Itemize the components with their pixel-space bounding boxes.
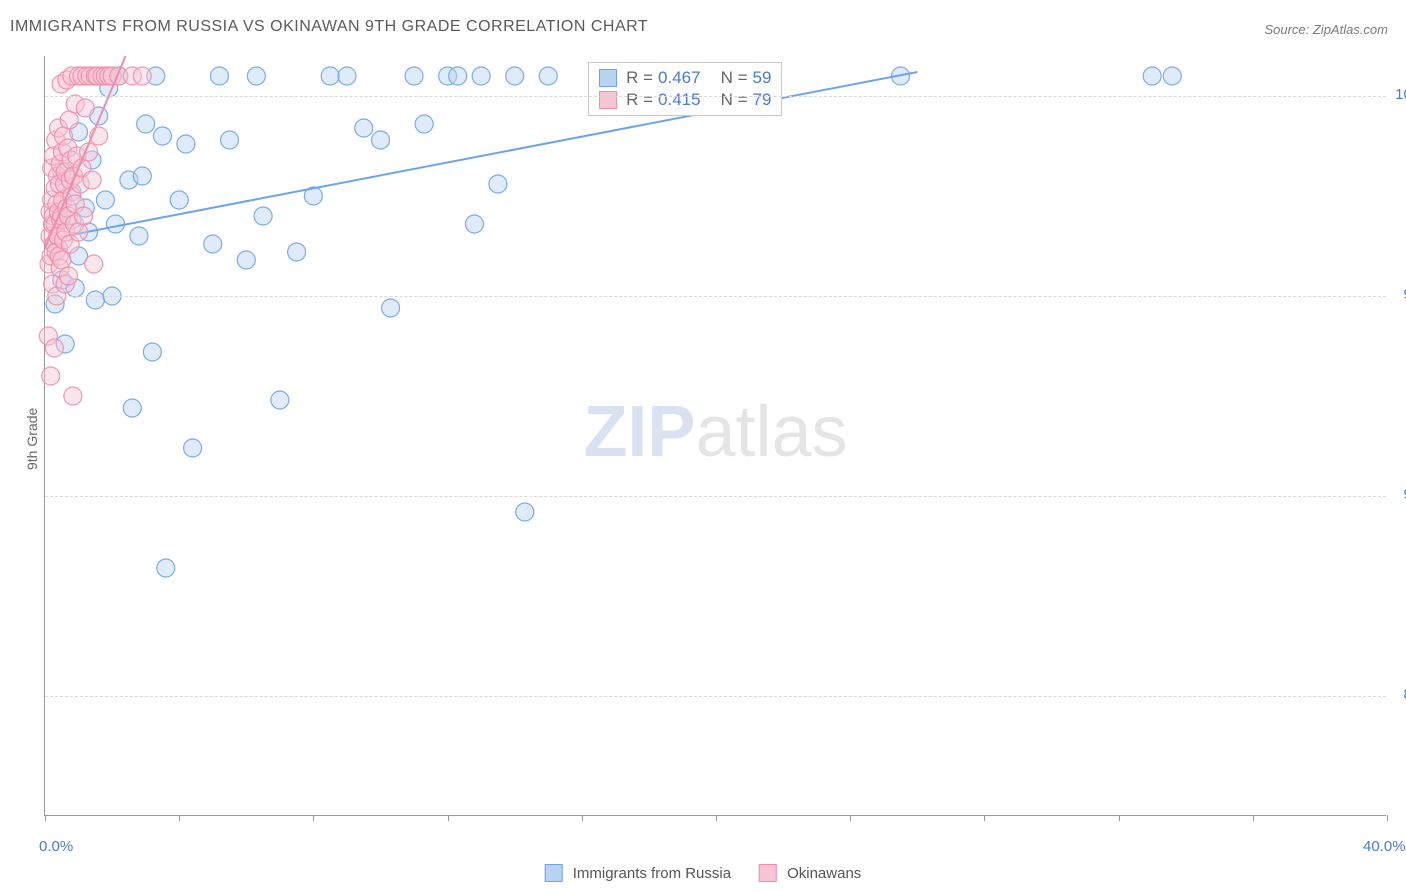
x-tick-label: 40.0% bbox=[1363, 838, 1406, 855]
gridline-h bbox=[45, 496, 1386, 497]
x-tick bbox=[984, 815, 985, 821]
stats-n-label: N = bbox=[721, 90, 748, 110]
point-okinawa bbox=[42, 367, 60, 385]
x-tick bbox=[1387, 815, 1388, 821]
y-axis-title: 9th Grade bbox=[24, 408, 40, 470]
point-okinawa bbox=[76, 99, 94, 117]
point-okinawa bbox=[60, 111, 78, 129]
point-russia bbox=[157, 559, 175, 577]
point-okinawa bbox=[59, 267, 77, 285]
point-russia bbox=[170, 191, 188, 209]
point-russia bbox=[130, 227, 148, 245]
point-russia bbox=[237, 251, 255, 269]
source-value: ZipAtlas.com bbox=[1313, 22, 1388, 37]
point-okinawa bbox=[133, 67, 151, 85]
legend-item-okinawa: Okinawans bbox=[759, 864, 861, 882]
point-russia bbox=[1163, 67, 1181, 85]
plot-svg bbox=[45, 56, 1386, 815]
x-tick bbox=[1253, 815, 1254, 821]
point-russia bbox=[338, 67, 356, 85]
legend-label-okinawa: Okinawans bbox=[787, 865, 861, 882]
point-russia bbox=[1143, 67, 1161, 85]
point-russia bbox=[271, 391, 289, 409]
stats-row-okinawa: R = 0.415 N = 79 bbox=[599, 89, 771, 111]
point-russia bbox=[355, 119, 373, 137]
point-russia bbox=[96, 191, 114, 209]
legend-swatch-russia-bottom bbox=[545, 864, 563, 882]
point-russia bbox=[321, 67, 339, 85]
point-russia bbox=[210, 67, 228, 85]
gridline-h bbox=[45, 96, 1386, 97]
bottom-legend: Immigrants from Russia Okinawans bbox=[545, 864, 862, 882]
point-russia bbox=[382, 299, 400, 317]
point-russia bbox=[472, 67, 490, 85]
point-russia bbox=[177, 135, 195, 153]
point-russia bbox=[247, 67, 265, 85]
legend-label-russia: Immigrants from Russia bbox=[573, 865, 731, 882]
x-tick bbox=[448, 815, 449, 821]
point-okinawa bbox=[83, 171, 101, 189]
gridline-h bbox=[45, 296, 1386, 297]
point-russia bbox=[516, 503, 534, 521]
source-label: Source: ZipAtlas.com bbox=[1264, 22, 1388, 37]
source-prefix: Source: bbox=[1264, 22, 1312, 37]
x-tick bbox=[1119, 815, 1120, 821]
point-russia bbox=[405, 67, 423, 85]
point-russia bbox=[133, 167, 151, 185]
point-russia bbox=[143, 343, 161, 361]
stats-n-value: 79 bbox=[753, 90, 772, 110]
point-okinawa bbox=[75, 207, 93, 225]
x-tick bbox=[850, 815, 851, 821]
point-russia bbox=[288, 243, 306, 261]
gridline-h bbox=[45, 696, 1386, 697]
stats-r-label: R = bbox=[626, 90, 653, 110]
stats-n-label: N = bbox=[721, 68, 748, 88]
point-russia bbox=[415, 115, 433, 133]
point-russia bbox=[449, 67, 467, 85]
point-russia bbox=[465, 215, 483, 233]
point-russia bbox=[254, 207, 272, 225]
point-okinawa bbox=[70, 223, 88, 241]
point-russia bbox=[153, 127, 171, 145]
x-tick-label: 0.0% bbox=[39, 838, 73, 855]
point-russia bbox=[86, 291, 104, 309]
y-tick-label: 100.0% bbox=[1395, 86, 1406, 103]
stats-r-value: 0.415 bbox=[658, 90, 701, 110]
point-russia bbox=[221, 131, 239, 149]
point-russia bbox=[539, 67, 557, 85]
point-russia bbox=[204, 235, 222, 253]
point-russia bbox=[506, 67, 524, 85]
point-russia bbox=[106, 215, 124, 233]
point-okinawa bbox=[45, 339, 63, 357]
point-russia bbox=[137, 115, 155, 133]
point-russia bbox=[372, 131, 390, 149]
point-russia bbox=[184, 439, 202, 457]
regression-line-russia bbox=[45, 72, 917, 240]
x-tick bbox=[313, 815, 314, 821]
x-tick bbox=[716, 815, 717, 821]
point-okinawa bbox=[85, 255, 103, 273]
legend-item-russia: Immigrants from Russia bbox=[545, 864, 731, 882]
plot-area: ZIPatlas R = 0.467N = 59R = 0.415N = 79 … bbox=[44, 56, 1386, 816]
stats-row-russia: R = 0.467 N = 59 bbox=[599, 67, 771, 89]
stats-n-value: 59 bbox=[753, 68, 772, 88]
x-tick bbox=[45, 815, 46, 821]
legend-swatch-russia bbox=[599, 69, 617, 87]
legend-swatch-okinawa bbox=[599, 91, 617, 109]
stats-r-label: R = bbox=[626, 68, 653, 88]
stats-box: R = 0.467 N = 59 R = 0.415 N = 79 bbox=[588, 62, 782, 116]
point-okinawa bbox=[64, 387, 82, 405]
x-tick bbox=[582, 815, 583, 821]
legend-swatch-okinawa-bottom bbox=[759, 864, 777, 882]
point-okinawa bbox=[53, 251, 71, 269]
point-russia bbox=[123, 399, 141, 417]
x-tick bbox=[179, 815, 180, 821]
stats-r-value: 0.467 bbox=[658, 68, 701, 88]
point-russia bbox=[489, 175, 507, 193]
chart-title: IMMIGRANTS FROM RUSSIA VS OKINAWAN 9TH G… bbox=[10, 18, 648, 36]
